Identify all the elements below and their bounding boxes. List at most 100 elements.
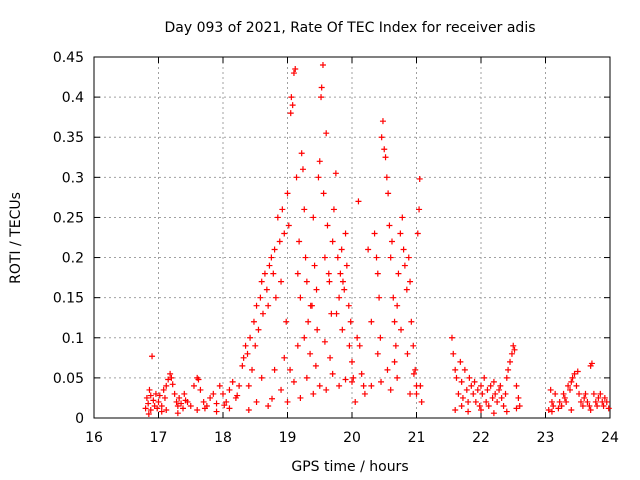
data-point [207,394,214,401]
data-point [600,402,607,409]
data-point [154,405,161,412]
data-point [240,354,247,361]
data-point [173,398,180,405]
data-point [303,374,310,381]
data-point [171,390,178,397]
data-point [461,366,468,373]
data-point [513,405,520,412]
data-point [494,398,501,405]
data-point [258,374,265,381]
data-point [545,406,552,413]
data-point [388,238,395,245]
data-point [349,378,355,385]
data-point [574,368,581,375]
data-point [261,270,268,277]
data-point [271,366,278,373]
data-point [311,262,318,269]
data-point [569,374,576,381]
data-point [346,342,353,349]
data-point [414,230,421,237]
data-point [180,405,187,412]
data-point [576,390,583,397]
data-point [270,270,277,277]
data-point [413,390,420,397]
data-point [301,206,308,213]
x-tick-label: 21 [408,430,426,446]
data-point [483,398,490,405]
data-point [398,326,405,333]
data-point [479,390,486,397]
data-point [515,394,522,401]
data-point [478,406,484,413]
data-point [487,382,494,389]
data-point [339,278,346,285]
data-point [303,278,310,285]
data-point [453,374,460,381]
data-point [383,174,390,181]
data-point [412,366,419,373]
data-point [321,338,328,345]
data-point [503,374,510,381]
data-point [338,246,345,253]
y-tick-label: 0.2 [62,251,84,267]
data-point [297,294,304,301]
data-point [279,206,286,213]
data-point [305,318,312,325]
data-point [450,350,457,357]
data-point [410,342,417,349]
data-point [182,397,189,404]
x-tick-label: 18 [214,430,232,446]
data-point [392,342,399,349]
data-point [603,398,610,405]
data-point [320,190,327,197]
data-point [418,398,425,405]
data-point [201,405,208,412]
data-point [459,394,466,401]
data-point [158,402,165,409]
data-point [489,394,496,401]
data-point [547,386,554,393]
data-point [284,398,291,405]
data-point [588,360,595,367]
y-tick-label: 0.05 [53,371,84,387]
data-point [265,402,272,409]
data-point [485,402,492,409]
data-point [391,358,398,365]
data-point [289,102,296,109]
data-point [403,286,410,293]
data-point [474,386,481,393]
data-point [146,386,153,393]
data-point [548,398,555,405]
data-point [294,270,301,277]
data-point [312,362,319,369]
data-point [382,154,389,161]
data-point [452,406,459,413]
data-point [216,382,223,389]
data-point [502,390,509,397]
data-point [252,342,259,349]
data-point [323,386,330,393]
data-point [247,334,254,341]
data-point [455,390,462,397]
data-point [511,346,518,353]
data-point [568,378,575,385]
data-point [490,410,497,417]
data-point [332,170,339,177]
data-point [337,270,344,277]
data-point [339,326,346,333]
data-point [563,398,570,405]
data-point [323,130,330,137]
data-point [481,374,488,381]
data-point [384,366,391,373]
data-point [253,302,260,309]
data-point [394,374,401,381]
data-point [167,370,174,377]
data-point [288,94,295,101]
tick-labels: 16 17 18 19 20 21 22 23 24 0 0.05 0.1 0.15 0.2 0.25 0.3… [53,50,619,446]
data-point [401,262,408,269]
data-point [245,382,252,389]
data-point [601,394,608,401]
data-point [573,382,580,389]
y-tick-label: 0.35 [53,130,84,146]
data-point [283,318,290,325]
